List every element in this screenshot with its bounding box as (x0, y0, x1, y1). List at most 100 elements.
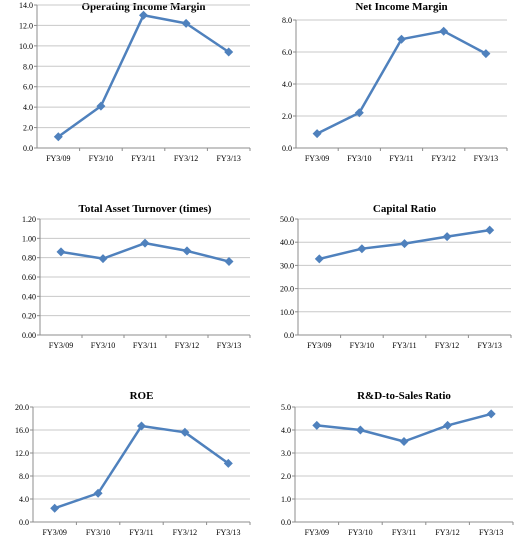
data-point (397, 34, 406, 44)
x-tick-label: FY3/09 (307, 341, 331, 350)
y-tick-label: 0.0 (23, 144, 33, 153)
x-tick-label: FY3/09 (46, 154, 70, 163)
y-tick-label: 20.0 (15, 403, 29, 412)
chart-panel-6: R&D-to-Sales Ratio 0.0 1.0 2.0 3.0 4.0 5.0 FY3/… (265, 382, 530, 536)
x-tick-label: FY3/10 (91, 341, 115, 350)
x-tick-label: FY3/09 (42, 528, 66, 536)
y-tick-label: 1.00 (22, 234, 36, 243)
data-point (224, 257, 234, 267)
y-tick-label: 1.20 (22, 215, 36, 224)
data-point (140, 238, 150, 248)
data-point (137, 421, 146, 431)
y-tick-label: 8.0 (23, 62, 33, 71)
chart-panel-3: Total Asset Turnover (times) 0.00 0.20 0.40… (0, 195, 265, 365)
y-tick-label: 2.0 (282, 112, 292, 121)
y-tick-label: 14.0 (19, 1, 33, 10)
chart-svg-6: R&D-to-Sales Ratio 0.0 1.0 2.0 3.0 4.0 5.0 FY3/… (281, 390, 514, 536)
data-point (56, 247, 66, 257)
data-point (442, 232, 452, 242)
y-tick-label: 6.0 (23, 83, 33, 92)
x-tick-label: FY3/13 (479, 528, 503, 536)
data-point (224, 47, 234, 57)
x-tick-label: FY3/10 (347, 154, 371, 163)
data-point (354, 108, 364, 118)
data-point (93, 488, 103, 498)
data-point (443, 420, 453, 430)
x-tick-label: FY3/11 (131, 154, 155, 163)
y-tick-label: 0.0 (19, 518, 29, 527)
y-tick-label: 50.0 (280, 215, 294, 224)
x-tick-label: FY3/10 (350, 341, 374, 350)
chart-svg-5: ROE 0.0 4.0 8.0 12.0 16.0 20.0 FY3/09 FY3/10 FY3/… (15, 390, 251, 536)
data-point (312, 420, 322, 430)
data-point (481, 49, 491, 59)
y-tick-label: 2.0 (23, 124, 33, 133)
y-tick-label: 4.0 (282, 80, 292, 89)
x-tick-label: FY3/13 (216, 154, 240, 163)
y-tick-label: 20.0 (280, 285, 294, 294)
chart-title: ROE (130, 390, 154, 402)
y-tick-label: 10.0 (19, 42, 33, 51)
data-point (400, 239, 409, 249)
data-point (486, 409, 496, 419)
data-point (439, 26, 449, 36)
y-tick-label: 0.60 (22, 273, 36, 282)
chart-svg-4: Capital Ratio 0.0 10.0 20.0 30.0 40.0 50.0 FY3/… (280, 203, 512, 350)
x-tick-label: FY3/10 (348, 528, 372, 536)
data-point (355, 425, 365, 435)
y-tick-label: 0.00 (22, 331, 36, 340)
data-point (96, 101, 106, 111)
x-tick-label: FY3/11 (133, 341, 157, 350)
chart-panel-2: Net Income Margin 0.0 2.0 4.0 6.0 8.0 FY3/09 FY… (265, 0, 530, 175)
chart-title: R&D-to-Sales Ratio (357, 390, 451, 402)
data-point (399, 437, 409, 446)
data-point (98, 254, 108, 264)
data-point (50, 503, 60, 513)
x-tick-label: FY3/11 (129, 528, 153, 536)
y-tick-label: 10.0 (280, 308, 294, 317)
data-point (223, 458, 233, 468)
x-tick-label: FY3/11 (392, 528, 416, 536)
series-line (57, 13, 230, 138)
series-line (316, 29, 487, 135)
data-point (357, 244, 367, 254)
x-tick-label: FY3/10 (86, 528, 110, 536)
x-tick-label: FY3/11 (389, 154, 413, 163)
y-tick-label: 4.0 (19, 495, 29, 504)
y-tick-label: 0.0 (282, 144, 292, 153)
x-tick-label: FY3/13 (217, 341, 241, 350)
y-tick-label: 12.0 (19, 21, 33, 30)
y-tick-label: 0.0 (284, 331, 294, 340)
data-point (182, 246, 192, 256)
data-point (312, 129, 322, 139)
y-tick-label: 0.40 (22, 292, 36, 301)
x-tick-label: FY3/12 (173, 528, 197, 536)
chart-panel-5: ROE 0.0 4.0 8.0 12.0 16.0 20.0 FY3/09 FY3/10 FY3/… (0, 382, 265, 536)
y-tick-label: 4.0 (23, 103, 33, 112)
y-tick-label: 30.0 (280, 261, 294, 270)
x-tick-label: FY3/13 (477, 341, 501, 350)
data-point (181, 18, 191, 28)
y-tick-label: 6.0 (282, 48, 292, 57)
series-line (54, 424, 230, 510)
data-point (314, 254, 324, 264)
chart-title: Capital Ratio (373, 203, 437, 215)
chart-panel-4: Capital Ratio 0.0 10.0 20.0 30.0 40.0 50.0 FY3/… (265, 195, 530, 365)
x-tick-label: FY3/09 (49, 341, 73, 350)
x-tick-label: FY3/11 (392, 341, 416, 350)
x-tick-label: FY3/13 (216, 528, 240, 536)
y-tick-label: 5.0 (281, 403, 291, 412)
x-tick-label: FY3/10 (89, 154, 113, 163)
chart-svg-1: Operating Income Margin 0.0 2.0 4.0 6.0 8.0 10… (19, 1, 251, 163)
x-tick-label: FY3/12 (435, 341, 459, 350)
chart-title: Net Income Margin (355, 1, 447, 13)
y-tick-label: 12.0 (15, 449, 29, 458)
y-tick-label: 4.0 (281, 426, 291, 435)
y-tick-label: 8.0 (282, 16, 292, 25)
data-point (139, 10, 148, 20)
x-tick-label: FY3/13 (474, 154, 498, 163)
y-tick-label: 1.0 (281, 495, 291, 504)
x-tick-label: FY3/12 (435, 528, 459, 536)
y-tick-label: 40.0 (280, 238, 294, 247)
data-point (53, 132, 63, 142)
